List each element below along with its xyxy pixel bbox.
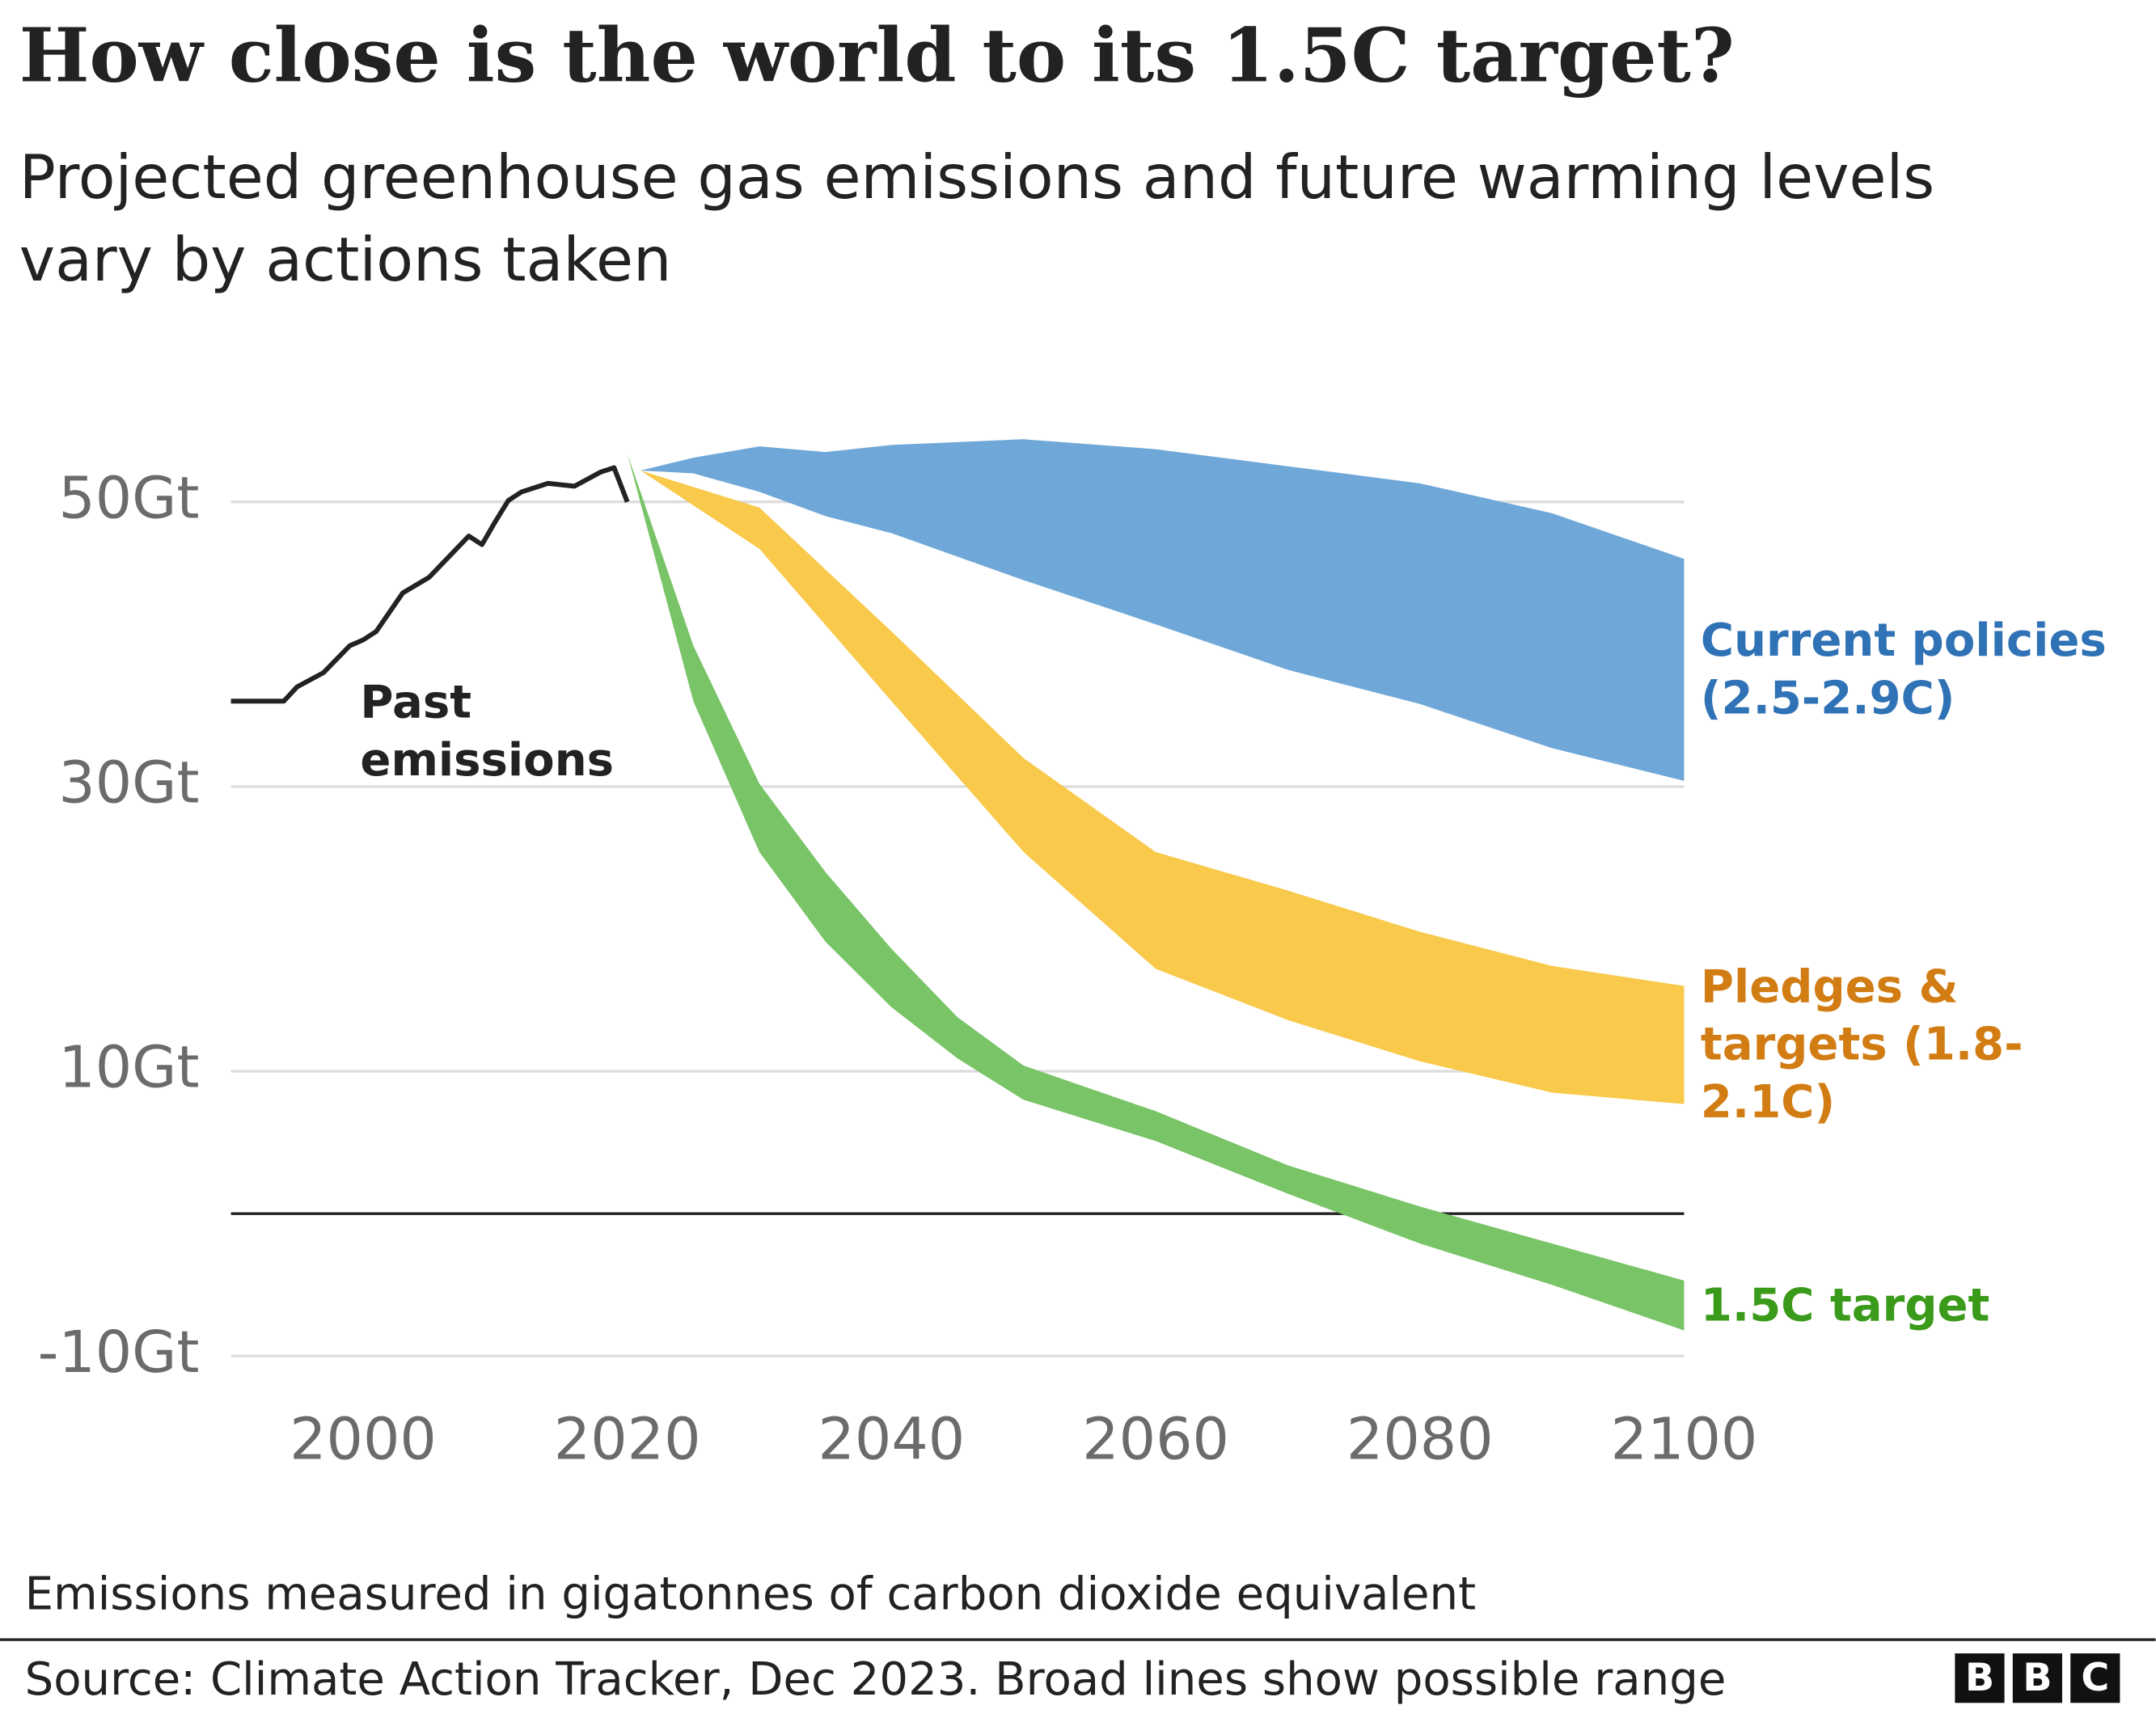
x-tick-label: 2100 (1611, 1406, 1758, 1473)
series-label: Current policies (2.5-2.9C) (1700, 613, 2107, 725)
series-label: 1.5C target (1700, 1277, 1990, 1332)
y-tick-label: 30Gt (58, 749, 199, 816)
source: Source: Climate Action Tracker, Dec 2023… (24, 1652, 1727, 1706)
logo-letter: B (1955, 1653, 2005, 1703)
chart-title: How close is the world to its 1.5C targe… (19, 11, 1735, 99)
range-area (640, 471, 1685, 1104)
x-tick-label: 2040 (818, 1406, 966, 1473)
logo-letter: B (2012, 1653, 2062, 1703)
logo-letter: C (2070, 1653, 2120, 1703)
series-label: Pledges & targets (1.8-2.1C) (1700, 960, 2023, 1129)
chart-subtitle: Projected greenhouse gas emissions and f… (19, 142, 1935, 296)
footer-rule (0, 1638, 2156, 1641)
y-tick-label: -10Gt (38, 1319, 200, 1386)
series-label: Past emissions (360, 674, 615, 787)
range-area (627, 453, 1685, 1331)
x-tick-label: 2080 (1346, 1406, 1494, 1473)
note: Emissions measured in gigatonnes of carb… (24, 1567, 1477, 1621)
x-tick-label: 2020 (554, 1406, 701, 1473)
line (230, 465, 630, 704)
x-tick-label: 2000 (290, 1406, 437, 1473)
y-tick-label: 10Gt (58, 1034, 199, 1101)
plot: -10Gt 10Gt 30Gt 50Gt 2000 2020 2040 2060 2080 210… (38, 439, 1758, 1473)
logo: B B C (1955, 1653, 2120, 1703)
range-area (640, 439, 1685, 781)
y-tick-label: 50Gt (58, 464, 199, 531)
x-tick-label: 2060 (1082, 1406, 1229, 1473)
